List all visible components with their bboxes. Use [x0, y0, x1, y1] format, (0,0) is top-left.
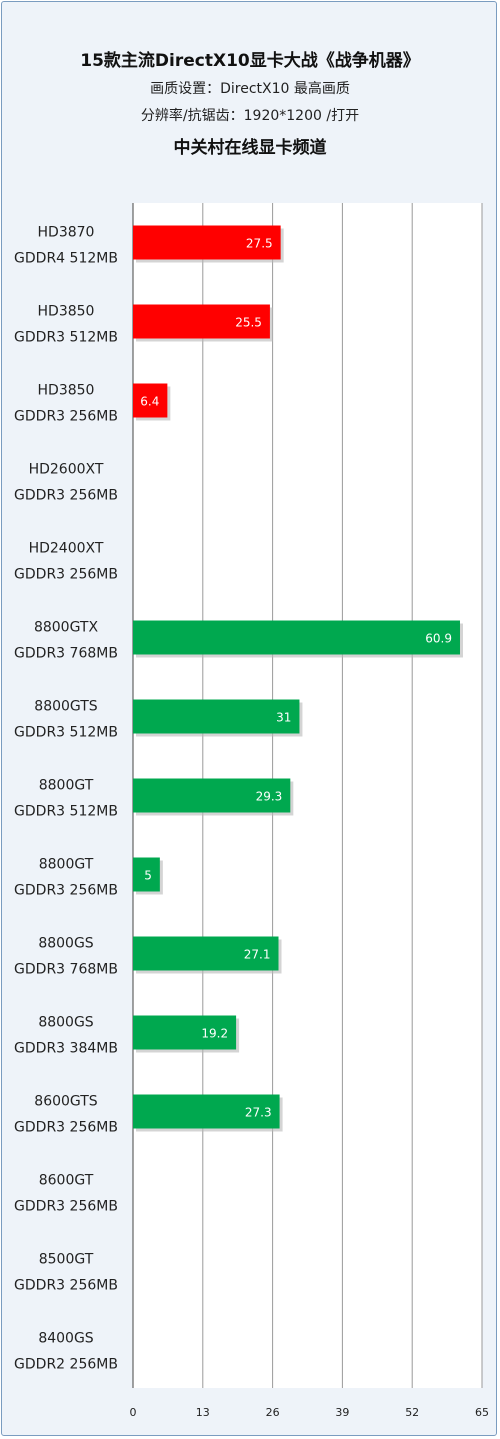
category-label-model: 8800GS — [38, 1015, 93, 1031]
bar — [133, 225, 281, 260]
category-label-memory: GDDR3 512MB — [14, 330, 118, 346]
category-label-model: HD2600XT — [29, 462, 104, 478]
bar — [133, 1015, 237, 1050]
category-label-model: 8800GS — [38, 936, 93, 952]
x-tick-label: 65 — [475, 1406, 489, 1419]
category-label-memory: GDDR3 256MB — [14, 567, 118, 583]
category-label-model: 8800GT — [39, 857, 94, 873]
source-text: 中关村在线显卡频道 — [173, 138, 327, 158]
category-label-memory: GDDR3 256MB — [14, 1120, 118, 1136]
category-label-model: 8800GT — [39, 778, 94, 794]
bar — [133, 383, 168, 418]
category-label-memory: GDDR3 256MB — [14, 883, 118, 899]
bar-value-label: 60.9 — [425, 632, 452, 646]
bar-value-label: 27.5 — [246, 237, 273, 251]
chart-title: 15款主流DirectX10显卡大战《战争机器》 — [80, 51, 420, 71]
bar — [133, 304, 270, 339]
category-label-model: HD3850 — [38, 304, 95, 320]
x-tick-label: 26 — [266, 1406, 280, 1419]
category-label-memory: GDDR3 512MB — [14, 804, 118, 820]
bar — [133, 620, 460, 655]
category-label-memory: GDDR3 256MB — [14, 1199, 118, 1215]
category-label-model: 8600GT — [39, 1173, 94, 1189]
category-label-model: 8800GTS — [34, 699, 98, 715]
category-label-memory: GDDR3 256MB — [14, 1278, 118, 1294]
bar-value-label: 29.3 — [256, 790, 283, 804]
bar-value-label: 6.4 — [140, 395, 159, 409]
quality-setting-text: 画质设置：DirectX10 最高画质 — [150, 81, 350, 97]
category-label-model: 8500GT — [39, 1252, 94, 1268]
bar — [133, 857, 160, 892]
resolution-setting-text: 分辨率/抗锯齿：1920*1200 /打开 — [140, 108, 360, 124]
bar — [133, 936, 279, 971]
x-tick-label: 39 — [335, 1406, 349, 1419]
category-label-model: HD3850 — [38, 383, 95, 399]
category-label-model: HD2400XT — [29, 541, 104, 557]
bar-value-label: 5 — [144, 869, 152, 883]
category-label-memory: GDDR4 512MB — [14, 251, 118, 267]
bar — [133, 1094, 280, 1129]
bar — [133, 778, 291, 813]
category-label-memory: GDDR3 512MB — [14, 725, 118, 741]
category-label-memory: GDDR3 256MB — [14, 409, 118, 425]
category-label-memory: GDDR3 256MB — [14, 488, 118, 504]
x-tick-label: 0 — [130, 1406, 137, 1419]
category-label-memory: GDDR3 384MB — [14, 1041, 118, 1057]
category-label-model: HD3870 — [38, 225, 95, 241]
category-label-model: 8800GTX — [34, 620, 99, 636]
category-label-memory: GDDR3 768MB — [14, 646, 118, 662]
category-label-memory: GDDR3 768MB — [14, 962, 118, 978]
x-tick-label: 52 — [405, 1406, 419, 1419]
bar — [133, 699, 300, 734]
bar-value-label: 25.5 — [235, 316, 262, 330]
x-tick-label: 13 — [196, 1406, 210, 1419]
bar-value-label: 27.1 — [244, 948, 271, 962]
bar-value-label: 27.3 — [245, 1106, 272, 1120]
bar-value-label: 19.2 — [201, 1027, 228, 1041]
category-label-model: 8400GS — [38, 1331, 93, 1347]
category-label-memory: GDDR2 256MB — [14, 1357, 118, 1373]
category-label-model: 8600GTS — [34, 1094, 98, 1110]
bar-value-label: 31 — [276, 711, 291, 725]
